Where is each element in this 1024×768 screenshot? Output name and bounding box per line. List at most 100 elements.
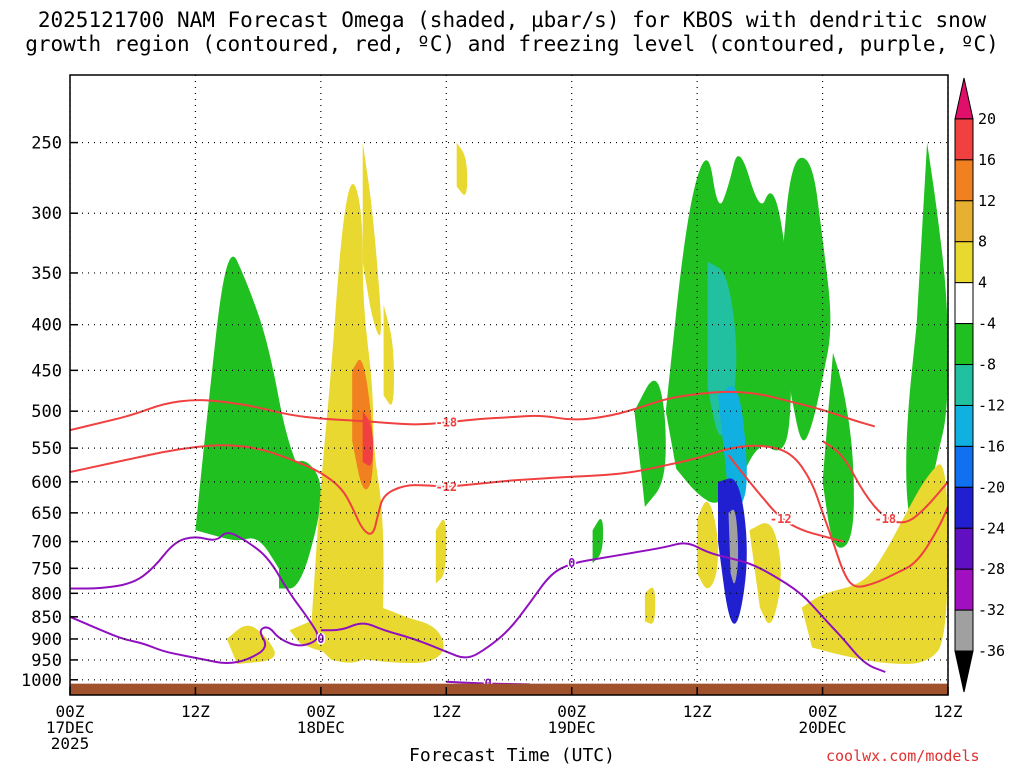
colorbar-swatch-8 xyxy=(954,404,974,447)
contour-red-minus18 xyxy=(70,390,876,432)
credit-text: coolwx.com/models xyxy=(826,747,980,765)
omega-region-yellow-12z-19dec xyxy=(697,501,718,589)
colorbar-label-11: -28 xyxy=(978,560,1005,578)
ytick-label-400: 400 xyxy=(31,316,62,336)
colorbar-swatch-4 xyxy=(954,241,974,284)
xtick-sublabel-24-0: 18DEC xyxy=(297,718,345,737)
y-axis-ticks: 2503003504004505005506006507007508008509… xyxy=(21,134,78,691)
omega-region-yellow-19dec-lowlvl xyxy=(801,464,948,664)
omega-region-green-03z-20dec xyxy=(906,142,948,533)
xtick-label-0: 00Z xyxy=(56,702,85,721)
xtick-sublabel-72-0: 20DEC xyxy=(798,718,846,737)
contour-label-purple-zero: 0 xyxy=(317,632,324,646)
contour-label-red-minus18: -18 xyxy=(435,416,457,430)
colorbar-label-8: -16 xyxy=(978,437,1005,455)
colorbar-label-5: -4 xyxy=(978,315,996,333)
xtick-sublabel-0-1: 2025 xyxy=(51,734,90,753)
colorbar-swatch-9 xyxy=(954,445,974,488)
ground-surface xyxy=(70,683,948,695)
title-line-2: growth region (contoured, red, ºC) and f… xyxy=(25,32,999,56)
colorbar-swatch-11 xyxy=(954,527,974,570)
omega-region-green-22z-19dec xyxy=(822,352,854,548)
omega-region-blue-13z-19dec xyxy=(718,385,747,508)
omega-region-green-07z-19dec xyxy=(634,380,666,507)
colorbar-label-10: -24 xyxy=(978,519,1005,537)
title-line-1: 2025121700 NAM Forecast Omega (shaded, µ… xyxy=(37,8,987,32)
omega-region-yellow-lowlvl-18dec xyxy=(289,604,444,663)
colorbar-label-1: 16 xyxy=(978,151,996,169)
contour-label-red-minus18-east: -18 xyxy=(874,512,896,526)
colorbar-swatch-5 xyxy=(954,282,974,325)
ytick-label-800: 800 xyxy=(31,584,62,604)
x-axis-label: Forecast Time (UTC) xyxy=(409,745,615,766)
omega-region-black-13z-19dec xyxy=(728,509,739,584)
omega-region-yellow-15z-19dec xyxy=(749,523,781,624)
colorbar-swatch-0 xyxy=(954,77,974,120)
contour-label-purple-zero-2: 0 xyxy=(568,556,575,570)
colorbar-label-9: -20 xyxy=(978,478,1005,496)
colorbar-legend: 20 16 12 8 4 -4 -8 -12 -16 -20 -24 -28 -32 -36 xyxy=(954,77,1005,693)
ytick-label-750: 750 xyxy=(31,559,62,579)
colorbar-swatch-6 xyxy=(954,323,974,366)
colorbar-label-4: 4 xyxy=(978,274,987,292)
xtick-label-72: 00Z xyxy=(808,702,837,721)
colorbar-label-7: -12 xyxy=(978,396,1005,414)
colorbar-label-0: 20 xyxy=(978,110,996,128)
grid-lines xyxy=(69,75,949,695)
ytick-label-250: 250 xyxy=(31,134,62,154)
colorbar-swatch-13 xyxy=(954,609,974,652)
xtick-sublabel-0-0: 17DEC xyxy=(46,718,94,737)
contour-label-red-minus12-east: -12 xyxy=(770,512,792,526)
omega-region-yellow-07z-18dec xyxy=(362,142,381,336)
omega-region-yellow-14z-17dec xyxy=(226,625,275,664)
omega-region-green-08z-18dec xyxy=(592,518,604,564)
ytick-label-550: 550 xyxy=(31,439,62,459)
colorbar-swatch-2 xyxy=(954,159,974,202)
ytick-label-950: 950 xyxy=(31,651,62,671)
contour-red-minus12 xyxy=(70,444,948,588)
contour-red-minus12-east xyxy=(727,454,844,543)
xtick-label-24: 00Z xyxy=(306,702,335,721)
omega-region-yellow-04z-18dec xyxy=(310,183,384,663)
contour-purple-zero xyxy=(70,532,319,664)
colorbar-swatch-14 xyxy=(954,650,974,693)
xtick-sublabel-48-0: 19DEC xyxy=(548,718,596,737)
ytick-label-450: 450 xyxy=(31,361,62,381)
contour-layer: -18-12-18-12000 xyxy=(70,390,948,692)
contour-purple-zero-2 xyxy=(320,542,886,673)
ytick-label-350: 350 xyxy=(31,264,62,284)
ytick-label-700: 700 xyxy=(31,533,62,553)
colorbar-label-3: 8 xyxy=(978,233,987,251)
xtick-label-60: 12Z xyxy=(683,702,712,721)
omega-shading-layer xyxy=(195,142,948,664)
colorbar-swatch-3 xyxy=(954,200,974,243)
omega-region-yellow-09z-18dec xyxy=(383,304,394,405)
xtick-label-36: 12Z xyxy=(432,702,461,721)
contour-label-red-minus12: -12 xyxy=(435,480,457,494)
omega-region-yellow-11z-18dec xyxy=(435,519,447,584)
xtick-label-48: 00Z xyxy=(557,702,586,721)
chart-title: 2025121700 NAM Forecast Omega (shaded, µ… xyxy=(0,8,1024,56)
contour-red-minus18-east xyxy=(822,440,948,524)
ytick-label-900: 900 xyxy=(31,630,62,650)
colorbar-swatch-1 xyxy=(954,118,974,161)
omega-region-green-16z-19dec xyxy=(780,157,831,441)
colorbar-label-6: -8 xyxy=(978,356,996,374)
ytick-label-600: 600 xyxy=(31,473,62,493)
ytick-label-1000: 1000 xyxy=(21,671,62,691)
ytick-label-300: 300 xyxy=(31,204,62,224)
xtick-label-84: 12Z xyxy=(934,702,963,721)
omega-region-yellow-07z-19dec xyxy=(644,587,656,624)
ytick-label-850: 850 xyxy=(31,608,62,628)
xtick-label-12: 12Z xyxy=(181,702,210,721)
colorbar-swatch-12 xyxy=(954,568,974,611)
ytick-label-500: 500 xyxy=(31,402,62,422)
colorbar-label-2: 12 xyxy=(978,192,996,210)
omega-region-yellow-12z-18dec-small xyxy=(456,142,468,195)
ytick-label-650: 650 xyxy=(31,504,62,524)
colorbar-label-13: -36 xyxy=(978,642,1005,660)
plot-frame xyxy=(69,74,949,696)
colorbar-swatch-7 xyxy=(954,364,974,406)
